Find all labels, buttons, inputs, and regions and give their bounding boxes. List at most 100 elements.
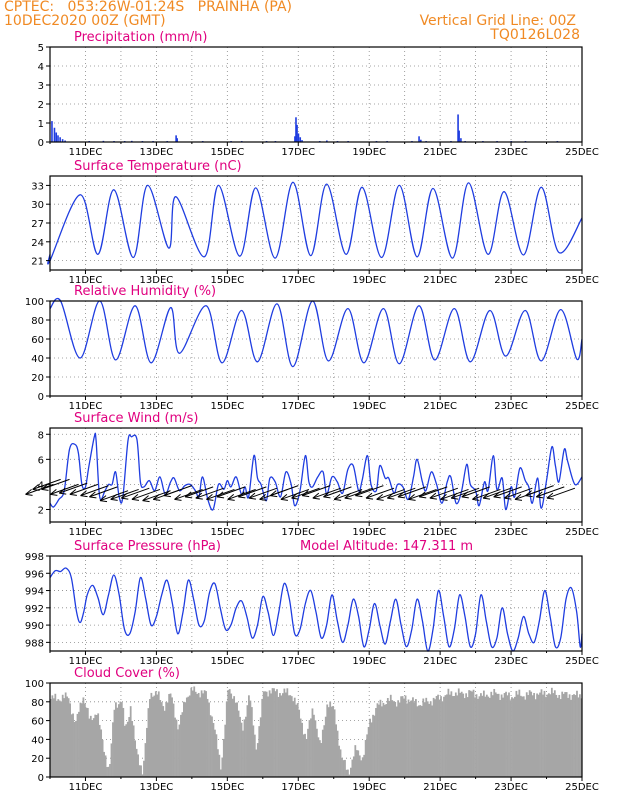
cloud-bar bbox=[546, 694, 549, 777]
cloud-bar bbox=[326, 704, 329, 777]
wind-arrow-head bbox=[535, 491, 544, 499]
cloud-bar bbox=[153, 695, 156, 777]
wind-arrow bbox=[99, 490, 129, 502]
wind-arrow-head bbox=[355, 490, 363, 498]
wind-arrow bbox=[312, 487, 341, 499]
wind-arrow-head bbox=[472, 494, 480, 501]
wind-arrow-head bbox=[248, 492, 257, 500]
cloud-bar bbox=[196, 694, 199, 777]
cloud-bar bbox=[381, 706, 383, 777]
cloud-bar bbox=[97, 713, 100, 777]
precip-xtick-label: 25DEC bbox=[565, 147, 599, 158]
precip-bar bbox=[61, 139, 64, 142]
cloud-bar bbox=[506, 695, 509, 777]
cloud-bar bbox=[115, 702, 117, 777]
cloud-bar bbox=[228, 689, 231, 777]
cloud-bar bbox=[558, 694, 561, 777]
precip-bar bbox=[294, 136, 296, 142]
wind-arrow bbox=[482, 487, 512, 499]
cloud-bar bbox=[462, 693, 465, 777]
wind-arrow-head bbox=[376, 494, 384, 501]
precip-bar bbox=[457, 114, 459, 142]
cloud-bar bbox=[490, 691, 493, 777]
cloud-bar bbox=[219, 769, 222, 777]
wind-arrow-head bbox=[301, 490, 310, 498]
wind-arrow-head bbox=[365, 492, 374, 500]
cloud-bar bbox=[255, 749, 258, 777]
cloud-bar bbox=[519, 695, 522, 777]
cloud-bar bbox=[258, 726, 261, 777]
wind-arrow bbox=[280, 488, 310, 500]
cloud-bar bbox=[412, 697, 414, 777]
cloud-bar bbox=[349, 767, 352, 777]
cloud-bar bbox=[579, 694, 581, 777]
cloud-bar bbox=[233, 696, 236, 777]
precip-bar bbox=[296, 124, 298, 142]
cloud-bar bbox=[73, 721, 76, 777]
cloud-bar bbox=[400, 696, 403, 777]
wind-arrow-head bbox=[99, 495, 108, 503]
cloud-bar bbox=[222, 738, 225, 777]
cloud-bar bbox=[137, 754, 139, 777]
cloud-bar bbox=[330, 706, 333, 777]
cloud-panel-title: Cloud Cover (%) bbox=[74, 666, 180, 681]
wind-arrow-head bbox=[174, 494, 182, 501]
cloud-bar bbox=[576, 690, 578, 777]
wind-arrow-head bbox=[216, 491, 225, 499]
cloud-bar bbox=[214, 729, 216, 777]
cloud-bar bbox=[484, 696, 487, 777]
wind-arrow bbox=[121, 487, 150, 499]
cloud-bar bbox=[295, 704, 298, 777]
wind-arrow bbox=[461, 486, 490, 498]
cloud-bar bbox=[373, 715, 376, 777]
cloud-bar bbox=[386, 698, 389, 777]
wind-ytick-label: 4 bbox=[38, 480, 44, 491]
cloud-bar bbox=[338, 745, 340, 777]
wind-ytick-label: 6 bbox=[38, 455, 44, 466]
precip-xtick-label: 23DEC bbox=[494, 147, 528, 158]
cloud-bar bbox=[417, 705, 420, 777]
wind-arrow bbox=[89, 486, 118, 498]
cloud-bar bbox=[481, 695, 484, 777]
cloud-bar bbox=[339, 749, 342, 777]
cloud-bar bbox=[273, 688, 275, 777]
cloud-bar bbox=[527, 695, 530, 777]
cloud-bar bbox=[420, 705, 423, 777]
cloud-bar bbox=[305, 739, 308, 777]
cloud-bar bbox=[64, 692, 67, 777]
cloud-bar bbox=[474, 697, 476, 777]
cloud-bar bbox=[463, 698, 466, 777]
cloud-bar bbox=[156, 694, 159, 777]
cloud-bar bbox=[95, 715, 98, 777]
cloud-bar bbox=[253, 734, 256, 777]
cloud-bar bbox=[55, 700, 58, 777]
cloud-bar bbox=[432, 697, 435, 777]
wind-xtick-label: 21DEC bbox=[423, 527, 457, 538]
cloud-bar bbox=[499, 700, 502, 777]
cloud-xtick-label: 15DEC bbox=[210, 782, 244, 793]
cloud-bar bbox=[372, 714, 374, 777]
cloud-bar bbox=[447, 688, 450, 777]
wind-arrow bbox=[397, 486, 427, 498]
wind-arrow-head bbox=[163, 490, 171, 498]
cloud-bar bbox=[282, 693, 284, 777]
cloud-bar bbox=[318, 740, 321, 777]
cloud-ytick-label: 60 bbox=[31, 717, 44, 728]
cloud-bar bbox=[134, 740, 137, 777]
cloud-ytick-label: 20 bbox=[31, 754, 44, 765]
precip-xtick-label: 11DEC bbox=[69, 147, 103, 158]
cloud-bar bbox=[292, 701, 295, 777]
cloud-bar bbox=[485, 694, 488, 777]
wind-arrow-head bbox=[259, 494, 267, 501]
rh-xtick-label: 13DEC bbox=[140, 401, 174, 412]
cloud-bar bbox=[75, 720, 77, 777]
cloud-bar bbox=[416, 706, 419, 777]
cloud-bar bbox=[316, 728, 318, 777]
cloud-bar bbox=[446, 694, 448, 777]
cloud-bar bbox=[185, 697, 188, 777]
cloud-bar bbox=[518, 689, 521, 777]
wind-arrow-head bbox=[525, 490, 533, 498]
precip-bar bbox=[64, 140, 66, 142]
cloud-bar bbox=[163, 710, 166, 777]
cloud-bar bbox=[438, 699, 441, 777]
